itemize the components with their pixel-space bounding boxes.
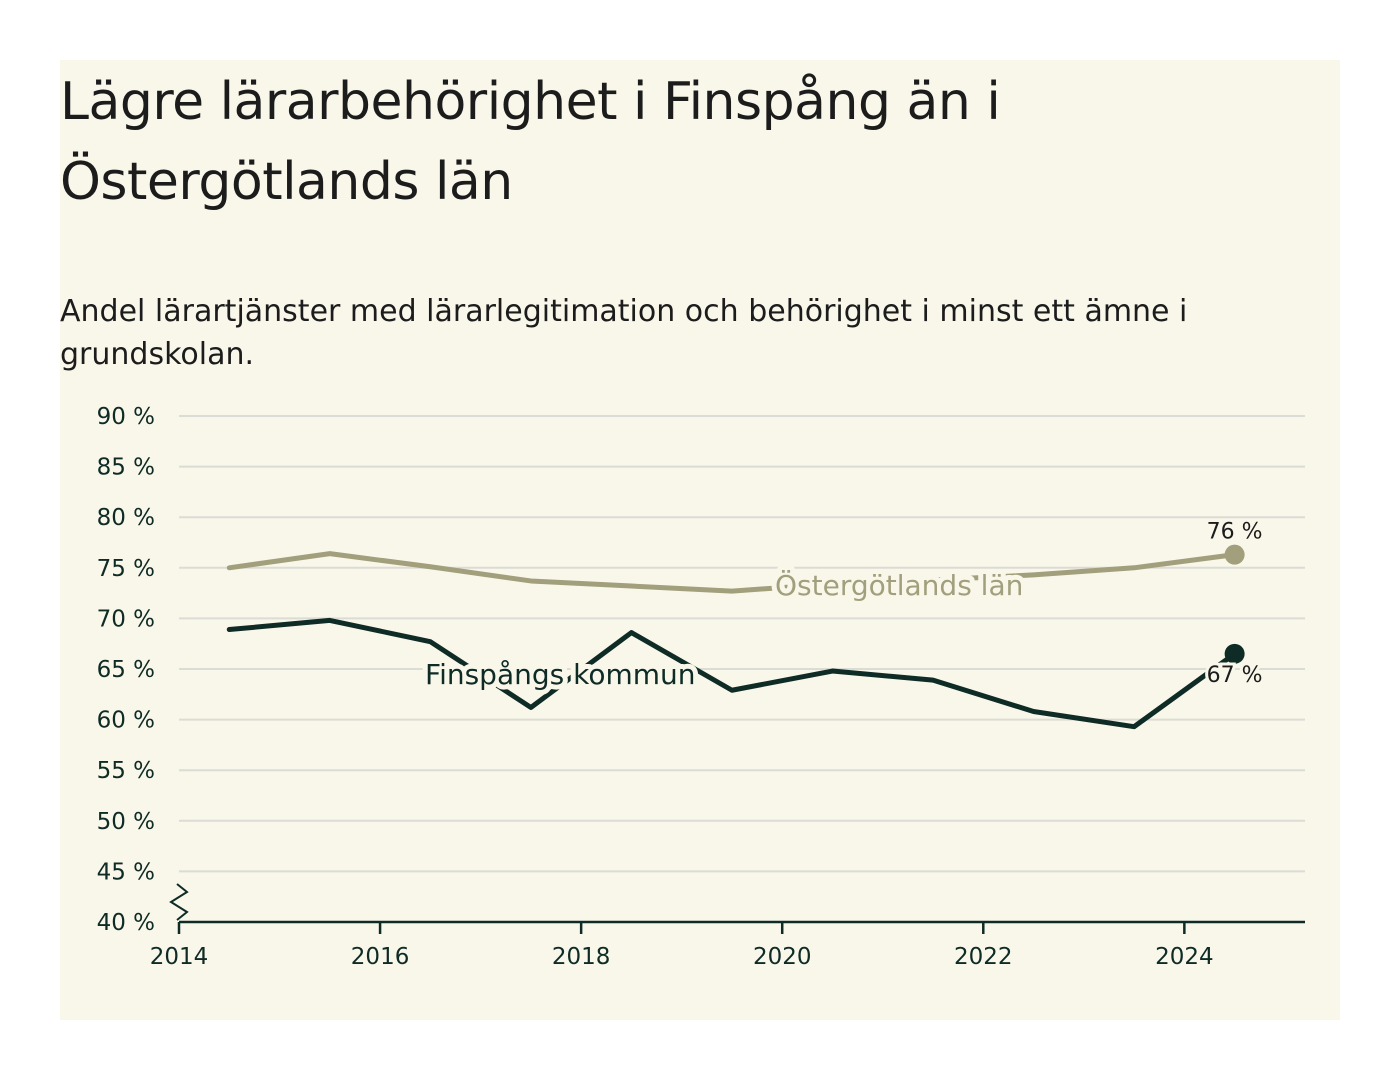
chart-title: Lägre lärarbehörighet i Finspång än i Ös… [60, 72, 1001, 212]
chart-subtitle: Andel lärartjänster med lärarlegitimatio… [60, 294, 1188, 372]
series-line-ostergotland-end-marker [1224, 544, 1245, 565]
end-value-finspang: 67 % [1207, 663, 1263, 688]
y-tick-label: 40 % [97, 910, 155, 936]
chart-card [60, 60, 1340, 1020]
series-line-finspang-end-marker [1224, 643, 1245, 664]
y-tick-label: 50 % [97, 809, 155, 835]
y-tick-label: 80 % [97, 505, 155, 531]
x-tick-label: 2022 [954, 944, 1013, 970]
y-tick-label: 60 % [97, 708, 155, 734]
axis-break-icon [169, 883, 189, 921]
series-line-ostergotland [226, 551, 1238, 594]
x-tick-label: 2014 [150, 944, 209, 970]
y-tick-label: 65 % [97, 657, 155, 683]
y-tick-label: 55 % [97, 758, 155, 784]
series-label-finspang: Finspångs kommun [425, 658, 696, 691]
y-tick-label: 70 % [97, 606, 155, 632]
end-value-ostergotland: 76 % [1207, 520, 1263, 545]
x-tick-label: 2016 [351, 944, 410, 970]
series-label-ostergotland: Östergötlands län [775, 568, 1023, 602]
y-tick-label: 85 % [97, 455, 155, 481]
y-tick-label: 45 % [97, 859, 155, 885]
y-tick-label: 75 % [97, 556, 155, 582]
x-tick-label: 2020 [753, 944, 812, 970]
x-tick-label: 2024 [1155, 944, 1214, 970]
x-tick-label: 2018 [552, 944, 611, 970]
series-line-finspang [226, 617, 1238, 730]
y-tick-label: 90 % [97, 404, 155, 430]
